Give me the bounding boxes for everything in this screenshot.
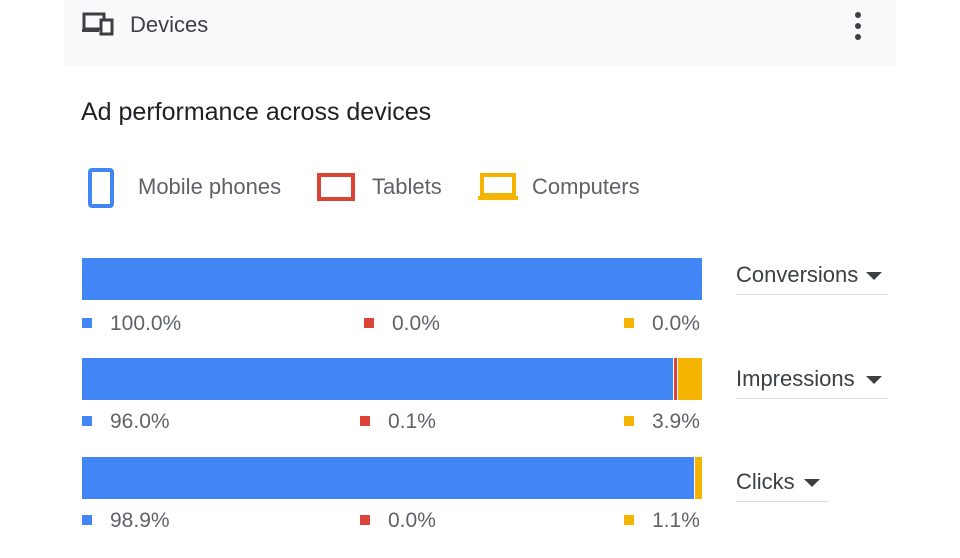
dropdown-arrow-icon <box>804 479 820 487</box>
bar-segment-mobile <box>82 258 702 300</box>
devices-card: Devices Ad performance across devices Mo… <box>64 0 896 558</box>
computer-icon <box>478 173 518 200</box>
legend-label-computer: Computers <box>532 174 640 199</box>
clicks-bar <box>82 457 702 499</box>
bar-segment-mobile <box>82 457 695 499</box>
conversions-metric-label: Conversions <box>736 262 859 287</box>
clicks-metric-dropdown[interactable]: Clicks <box>736 465 828 502</box>
impressions-metric-dropdown[interactable]: Impressions <box>736 362 888 399</box>
bar-segment-computer <box>677 358 702 400</box>
devices-icon <box>82 12 114 36</box>
impressions-metric-label: Impressions <box>736 366 855 391</box>
bar-segment-mobile <box>82 358 673 400</box>
legend-label-tablet: Tablets <box>372 174 442 199</box>
legend-label-mobile: Mobile phones <box>138 174 282 199</box>
dropdown-arrow-icon <box>866 272 882 280</box>
conversions-bar <box>82 258 702 300</box>
card-title: Devices <box>130 12 209 37</box>
tablet-icon <box>317 173 355 201</box>
impressions-bar <box>82 358 702 400</box>
section-title: Ad performance across devices <box>81 98 432 126</box>
card-header: Devices <box>64 0 896 66</box>
more-vert-icon[interactable] <box>842 8 874 44</box>
bar-segment-computer <box>694 457 702 499</box>
dropdown-arrow-icon <box>866 376 882 384</box>
clicks-metric-label: Clicks <box>736 469 795 494</box>
bar-segment-tablet <box>673 358 677 400</box>
mobile-phone-icon <box>88 168 114 208</box>
conversions-metric-dropdown[interactable]: Conversions <box>736 258 888 295</box>
